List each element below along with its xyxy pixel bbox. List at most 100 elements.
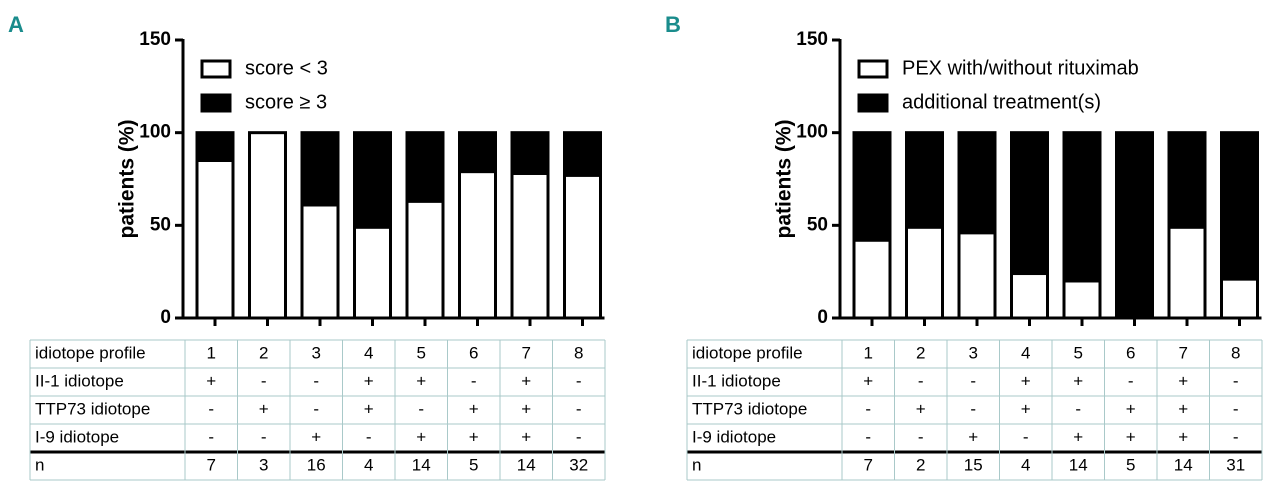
table-cell: 3: [259, 455, 268, 474]
table-cell: 32: [569, 455, 588, 474]
bar-segment: [563, 173, 602, 320]
table-cell: -: [1128, 371, 1134, 390]
table-cell: -: [576, 427, 582, 446]
table-cell: +: [311, 427, 321, 446]
table-row-label: II-1 idiotope: [692, 371, 781, 390]
bar-segment: [1010, 131, 1049, 276]
y-axis-label: patients (%): [116, 119, 139, 238]
bar-segment: [405, 199, 445, 320]
table-cell: 2: [259, 343, 268, 362]
table-row-label: I-9 idiotope: [35, 427, 119, 446]
table-cell: +: [968, 427, 978, 446]
bar-segment: [195, 158, 235, 320]
bar-segment: [1115, 131, 1154, 320]
table-cell: -: [865, 399, 871, 418]
table-row-label: TTP73 idiotope: [692, 399, 807, 418]
bar-segment: [1220, 131, 1259, 281]
table-cell: -: [418, 399, 424, 418]
table-cell: -: [576, 371, 582, 390]
table-cell: +: [1073, 371, 1083, 390]
legend-swatch: [200, 93, 232, 113]
y-tick-label: 100: [796, 122, 828, 143]
table-cell: 5: [1126, 455, 1135, 474]
panel-label: B: [665, 12, 681, 37]
legend-label: score < 3: [245, 57, 328, 79]
y-tick-label: 50: [807, 214, 828, 235]
y-tick-label: 50: [150, 214, 171, 235]
table-cell: 8: [574, 343, 583, 362]
table-row-label: II-1 idiotope: [35, 371, 124, 390]
table-header: idiotope profile: [692, 343, 803, 362]
bar-segment: [1167, 225, 1207, 320]
bar-segment: [353, 225, 392, 320]
bar-segment: [510, 171, 550, 320]
table-row-label: TTP73 idiotope: [35, 399, 150, 418]
table-row-label: n: [692, 455, 701, 474]
table-cell: -: [970, 371, 976, 390]
table-cell: -: [970, 399, 976, 418]
table-cell: 2: [916, 455, 925, 474]
bar-segment: [353, 131, 392, 229]
table-cell: 15: [964, 455, 983, 474]
bar-segment: [905, 131, 944, 229]
y-tick-label: 150: [139, 29, 171, 50]
table-cell: +: [1126, 399, 1136, 418]
table-cell: 8: [1231, 343, 1240, 362]
table-cell: 7: [522, 343, 531, 362]
legend-label: additional treatment(s): [902, 91, 1101, 113]
table-cell: +: [1178, 427, 1188, 446]
table-cell: +: [1178, 399, 1188, 418]
table-cell: 6: [1126, 343, 1135, 362]
bar-segment: [1062, 279, 1102, 320]
bar-segment: [405, 131, 445, 203]
table-cell: +: [916, 399, 926, 418]
table-cell: 16: [307, 455, 326, 474]
table-cell: -: [261, 371, 267, 390]
bar-segment: [458, 131, 497, 174]
bar-segment: [458, 170, 497, 320]
table-cell: -: [1023, 427, 1029, 446]
table-cell: 4: [364, 455, 373, 474]
table-cell: 3: [312, 343, 321, 362]
table-cell: -: [1233, 427, 1239, 446]
table-cell: -: [208, 399, 214, 418]
table-cell: 3: [969, 343, 978, 362]
table-cell: +: [1021, 399, 1031, 418]
table-cell: 6: [469, 343, 478, 362]
bar-segment: [1062, 131, 1102, 283]
table-cell: -: [313, 371, 319, 390]
table-cell: -: [208, 427, 214, 446]
table-cell: +: [521, 427, 531, 446]
bar-segment: [1220, 277, 1259, 320]
legend-swatch: [857, 59, 889, 79]
table-cell: 14: [1069, 455, 1088, 474]
bar-segment: [195, 131, 235, 162]
bar-segment: [300, 131, 340, 207]
table-cell: -: [261, 427, 267, 446]
table-cell: 14: [517, 455, 536, 474]
table-row-label: n: [35, 455, 44, 474]
table-cell: +: [1073, 427, 1083, 446]
panel-label: A: [8, 12, 24, 37]
table-cell: 7: [207, 455, 216, 474]
table-cell: -: [313, 399, 319, 418]
bar-segment: [1167, 131, 1207, 229]
bar-segment: [510, 131, 550, 175]
legend-swatch: [857, 93, 889, 113]
table-cell: -: [1233, 399, 1239, 418]
bar-segment: [248, 131, 287, 320]
table-cell: 14: [412, 455, 431, 474]
legend-label: score ≥ 3: [245, 91, 327, 113]
table-cell: +: [863, 371, 873, 390]
bar-segment: [563, 131, 602, 177]
table-cell: 1: [207, 343, 216, 362]
table-cell: -: [576, 399, 582, 418]
table-cell: +: [364, 399, 374, 418]
table-cell: -: [918, 427, 924, 446]
table-cell: +: [469, 427, 479, 446]
table-cell: 7: [864, 455, 873, 474]
table-cell: -: [865, 427, 871, 446]
table-cell: +: [416, 427, 426, 446]
bar-segment: [1010, 272, 1049, 320]
